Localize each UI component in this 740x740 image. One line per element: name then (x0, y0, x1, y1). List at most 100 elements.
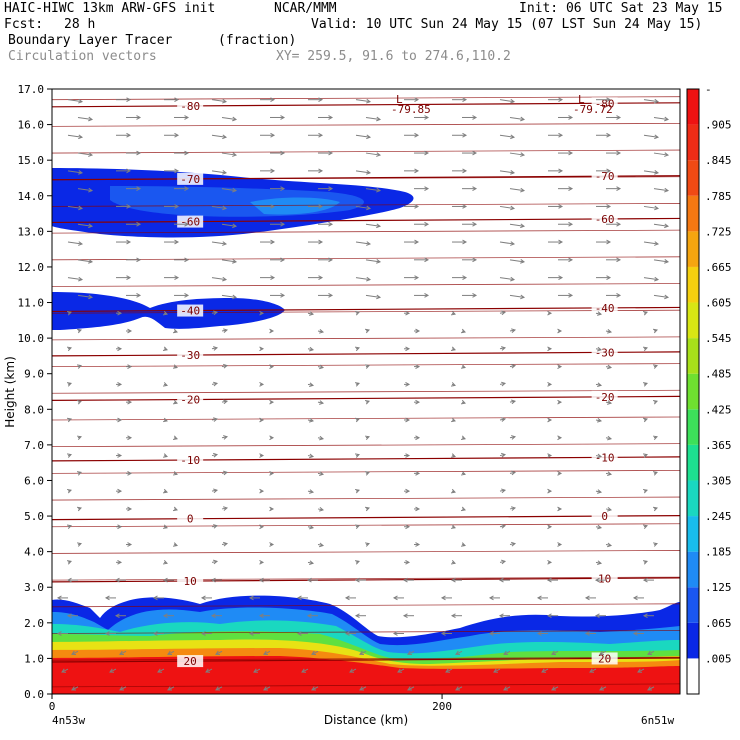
vector-arrowhead (568, 150, 574, 156)
contour-label: 0 (187, 513, 194, 526)
vector-arrowhead (501, 310, 507, 316)
vector-arrowhead (306, 613, 312, 619)
colorbar-label: .725 (705, 225, 732, 238)
vector-arrowhead (402, 577, 408, 583)
vector-arrowhead (109, 668, 115, 673)
vector-arrowhead (78, 205, 84, 211)
vector-arrowhead (664, 294, 670, 300)
vector-arrowhead (172, 506, 178, 512)
vector-arrowhead (127, 542, 133, 547)
colorbar: .005 .065 .125 .185 .245 .305 .365 .425 .485 .545… (686, 83, 732, 695)
vector-arrowhead (607, 506, 613, 512)
vector-arrowhead (414, 132, 420, 138)
vector-arrowhead (511, 506, 517, 511)
vector-arrowhead (319, 400, 325, 405)
vector-arrowhead (76, 435, 82, 441)
vector-arrowhead (354, 613, 360, 619)
contour-line-minor (52, 656, 680, 661)
vector-arrowhead (472, 221, 478, 227)
vector-arrowhead (269, 399, 275, 405)
vector-arrowhead (405, 453, 411, 458)
vector-arrowhead (117, 524, 123, 530)
vector-arrowhead (664, 152, 670, 157)
vector-arrowhead (558, 275, 564, 280)
vector-arrowhead (259, 488, 265, 494)
contour-line-minor (52, 603, 680, 608)
vector-arrowhead (472, 186, 478, 192)
vector-arrowhead (366, 241, 372, 246)
vector-arrow (599, 650, 607, 655)
contour-label: -70 (180, 173, 200, 186)
vector-arrowhead (450, 382, 456, 387)
vector-arrowhead (501, 381, 507, 387)
vector-arrow (355, 205, 371, 209)
low-marker-1: L (396, 93, 403, 106)
colorbar-segment (687, 658, 699, 694)
vector-arrow (67, 277, 83, 281)
vector-arrow (211, 205, 227, 209)
vector-arrowhead (415, 399, 421, 405)
vector-arrowhead (269, 542, 275, 547)
vector-arrow (365, 259, 381, 263)
vector-arrow (311, 650, 319, 655)
vector-arrowhead (76, 542, 82, 547)
vector-arrowhead (136, 221, 142, 227)
vector-arrow (61, 668, 69, 673)
colorbar-label: .605 (705, 297, 732, 310)
temperature-contour-labels: 20 20 10 10 0 0 -10 -10 -20 -20 -30 -30 -40 -40 -60 -60… (177, 97, 618, 668)
vector-arrowhead (248, 595, 254, 601)
vector-arrowhead (222, 205, 228, 211)
vector-arrowhead (405, 346, 411, 352)
colorbar-segment (687, 124, 699, 161)
vector-arrowhead (114, 577, 120, 583)
vector-arrowhead (213, 559, 219, 565)
vector-label: Circulation vectors (8, 49, 157, 64)
plot-frame (51, 88, 681, 695)
vector-arrowhead (114, 613, 120, 619)
vector-arrowhead (200, 631, 206, 636)
vector-arrowhead (366, 170, 372, 175)
y-tick-label: 0.0 (24, 688, 44, 701)
vector-arrowhead (597, 382, 603, 388)
vector-arrowhead (117, 310, 123, 316)
y-tick-label: 1.0 (24, 652, 44, 665)
vector-arrowhead (568, 115, 574, 120)
vector-arrowhead (460, 471, 466, 476)
vector-arrowhead (259, 559, 265, 565)
vector-arrowhead (222, 134, 228, 140)
contour-line-minor (52, 523, 680, 528)
vector-arrowhead (450, 613, 456, 619)
vector-arrow (647, 650, 655, 655)
vector-arrowhead (607, 471, 613, 477)
vector-arrowhead (520, 259, 526, 264)
vector-arrowhead (309, 382, 315, 388)
y-tick-label: 7.0 (24, 439, 44, 452)
vector-arrowhead (407, 650, 413, 655)
vector-arrowhead (557, 399, 563, 405)
vector-arrowhead (510, 134, 516, 140)
vector-arrowhead (607, 329, 613, 334)
vector-arrowhead (354, 577, 360, 583)
vector-arrowhead (205, 668, 211, 673)
vector-arrowhead (66, 382, 72, 387)
vector-arrowhead (162, 346, 168, 351)
y-tick-label: 3.0 (24, 581, 44, 594)
vector-arrowhead (547, 417, 553, 423)
colorbar-label: .545 (705, 332, 732, 345)
vector-arrowhead (126, 275, 132, 280)
y-axis-title: Height (km) (3, 356, 17, 427)
vector-arrow (253, 668, 261, 673)
vector-arrowhead (460, 399, 466, 405)
vector-arrowhead (76, 471, 82, 476)
vector-arrowhead (503, 650, 509, 655)
vector-arrowhead (424, 257, 430, 263)
vector-arrow (77, 188, 93, 192)
vector-arrowhead (415, 506, 421, 512)
vector-arrow (355, 134, 371, 138)
vector-arrowhead (222, 276, 228, 282)
vector-arrowhead (460, 542, 466, 547)
vector-arrow (77, 223, 93, 227)
vector-arrowhead (606, 275, 612, 280)
vector-arrowhead (136, 115, 142, 120)
contour-label: 20 (598, 652, 611, 665)
